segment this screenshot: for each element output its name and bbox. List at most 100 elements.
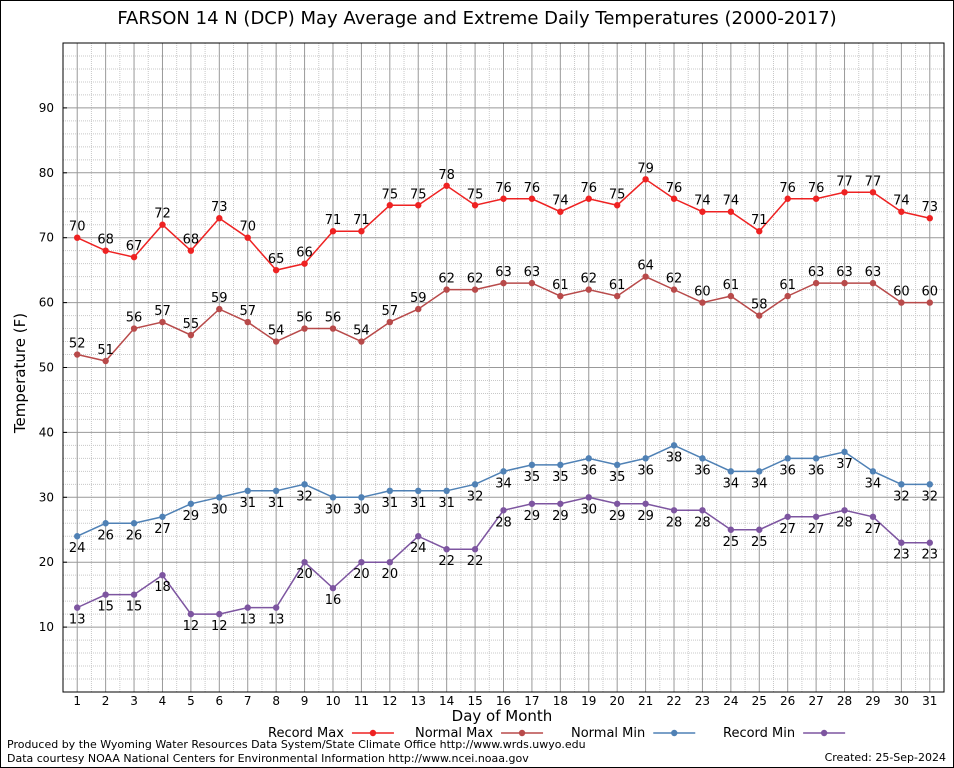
x-tick-label: 4 (159, 694, 167, 708)
data-point (216, 305, 223, 313)
data-point (358, 559, 365, 566)
data-label: 72 (154, 207, 171, 222)
data-point (415, 533, 422, 540)
data-label: 26 (97, 528, 114, 543)
data-label: 61 (552, 278, 569, 293)
x-tick-label: 9 (301, 694, 309, 708)
data-point (74, 533, 81, 540)
data-label: 27 (779, 522, 796, 537)
x-tick-label: 7 (244, 694, 252, 708)
data-point (926, 539, 933, 546)
data-point (557, 208, 564, 215)
y-tick-label: 80 (39, 166, 54, 180)
data-label: 74 (694, 194, 711, 209)
data-point (670, 507, 678, 514)
data-label: 27 (154, 522, 171, 537)
data-point (187, 331, 195, 339)
x-tick-label: 30 (894, 694, 909, 708)
data-label: 36 (637, 463, 654, 478)
legend-marker (369, 729, 377, 737)
data-label: 13 (69, 613, 86, 628)
data-point (102, 591, 109, 598)
data-label: 25 (723, 535, 740, 550)
x-tick-label: 16 (496, 694, 511, 708)
data-label: 62 (666, 272, 683, 287)
data-point (159, 221, 166, 228)
data-label: 38 (666, 450, 683, 465)
data-label: 61 (723, 278, 740, 293)
data-label: 23 (893, 548, 910, 563)
chart-title: FARSON 14 N (DCP) May Average and Extrem… (117, 8, 837, 29)
data-label: 32 (467, 489, 484, 504)
data-label: 73 (211, 200, 228, 215)
x-tick-label: 31 (922, 694, 937, 708)
data-label: 61 (779, 278, 796, 293)
credit-line-2: Data courtesy NOAA National Centers for … (7, 752, 529, 765)
data-point (898, 481, 905, 488)
data-point (585, 494, 592, 501)
data-point (869, 513, 877, 520)
data-label: 67 (126, 239, 143, 254)
data-label: 27 (808, 522, 825, 537)
legend-label: Record Max (268, 726, 344, 741)
data-label: 20 (296, 567, 313, 582)
data-label: 34 (751, 476, 768, 491)
data-label: 76 (808, 181, 825, 196)
data-label: 77 (865, 174, 882, 189)
data-point (841, 189, 848, 196)
data-label: 31 (438, 496, 455, 511)
data-point (898, 539, 905, 546)
data-label: 56 (296, 311, 313, 326)
data-label: 36 (779, 463, 796, 478)
data-point (74, 351, 81, 358)
data-point (926, 299, 933, 306)
data-point (358, 494, 365, 501)
data-point (500, 507, 507, 514)
data-point (415, 202, 422, 209)
data-point (130, 520, 138, 527)
data-point (557, 461, 564, 469)
series-normal-max: 52 51 56 57 55 59 57 54 56 56 54 57 59 62 62 63 63 61 62 61… (69, 259, 938, 365)
data-point (443, 286, 450, 293)
data-point (898, 299, 905, 306)
data-label: 35 (552, 470, 569, 485)
data-point (585, 195, 592, 202)
data-label: 25 (751, 535, 768, 550)
data-point (528, 195, 536, 202)
data-point (216, 610, 223, 618)
data-label: 35 (609, 470, 626, 485)
data-label: 23 (922, 548, 939, 563)
x-tick-label: 25 (752, 694, 767, 708)
data-label: 54 (353, 324, 370, 339)
data-label: 76 (779, 181, 796, 196)
x-tick-label: 20 (610, 694, 625, 708)
data-point (756, 228, 763, 235)
data-label: 28 (666, 515, 683, 530)
data-point (642, 455, 649, 462)
data-label: 73 (922, 200, 939, 215)
data-point (557, 500, 564, 507)
data-point (727, 468, 735, 475)
data-point (557, 292, 564, 300)
data-label: 75 (410, 187, 427, 202)
data-label: 62 (467, 272, 484, 287)
data-label: 15 (126, 600, 143, 615)
data-point (471, 286, 479, 293)
data-point (216, 494, 223, 501)
data-label: 60 (922, 285, 939, 300)
data-point (784, 292, 791, 300)
data-label: 57 (382, 304, 399, 319)
data-label: 37 (836, 457, 853, 472)
data-label: 34 (723, 476, 740, 491)
data-label: 68 (97, 233, 114, 248)
x-tick-label: 13 (411, 694, 426, 708)
legend-label: Record Min (723, 726, 795, 741)
data-label: 60 (694, 285, 711, 300)
data-label: 61 (609, 278, 626, 293)
y-tick-label: 90 (39, 101, 54, 115)
data-label: 58 (751, 298, 768, 313)
data-label: 30 (580, 502, 597, 517)
data-point (102, 357, 109, 365)
data-point (358, 228, 365, 235)
x-tick-label: 8 (272, 694, 280, 708)
